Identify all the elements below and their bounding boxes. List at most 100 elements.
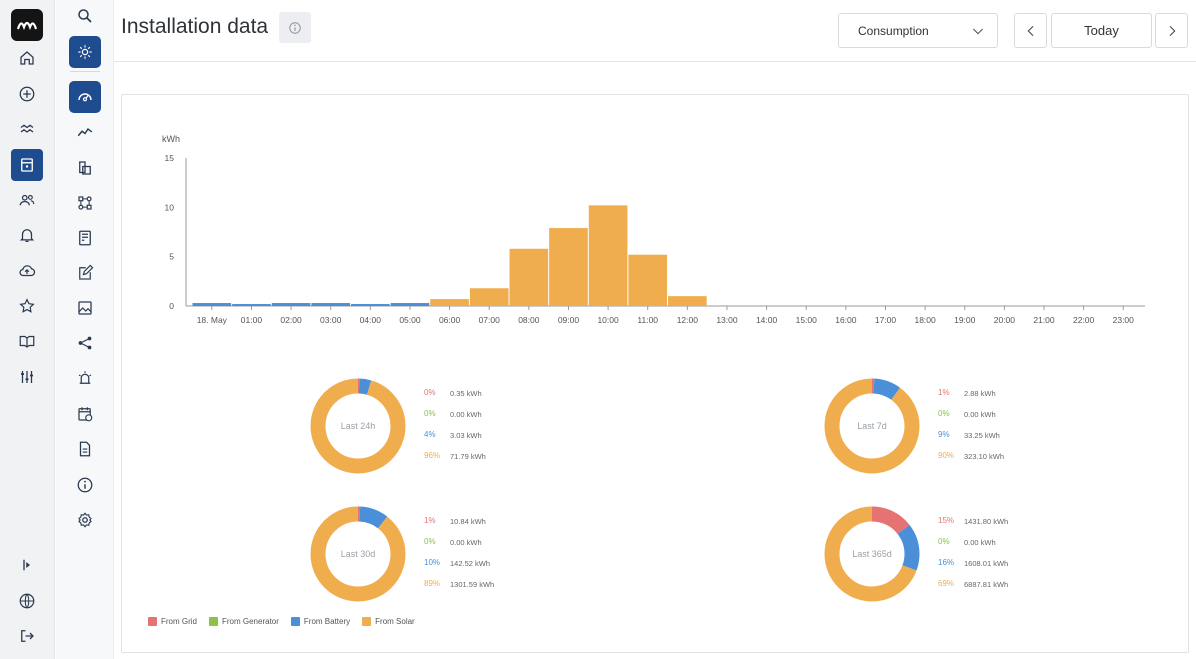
subnav-item-dashboard-gauge[interactable] [69,81,101,113]
donut-center-label: Last 30d [340,549,376,559]
subnav-item-share[interactable] [69,327,101,359]
rail-item-book[interactable] [11,325,43,357]
rail-item-sliders[interactable] [11,361,43,393]
info-button[interactable] [279,12,311,43]
users-icon [19,194,35,206]
subnav-item-edit[interactable] [69,257,101,289]
donut-chart-last-365d [822,504,922,604]
victron-logo[interactable] [11,9,43,41]
document-icon [79,441,91,457]
legend-swatch [362,617,372,626]
energy-value-battery: 1608.01 kWh [964,558,1009,568]
share-percent-grid: 0% [424,388,436,397]
cloud-upload-icon [19,265,36,277]
waves-icon [20,124,34,133]
today-button[interactable]: Today [1051,13,1152,48]
x-tick-label: 23:00 [1113,315,1135,325]
energy-value-battery: 3.03 kWh [450,430,482,440]
x-tick-label: 20:00 [994,315,1016,325]
legend-label: From Grid [161,617,197,626]
bar-from-solar [509,248,549,306]
rail-item-star[interactable] [11,290,43,322]
subnav-item-calendar[interactable] [69,398,101,430]
legend-item-grid[interactable]: From Grid [148,617,197,626]
x-tick-label: 09:00 [558,315,580,325]
share-percent-battery: 9% [938,430,950,439]
energy-value-generator: 0.00 kWh [964,409,996,419]
bar-from-battery [390,303,430,306]
x-tick-label: 06:00 [439,315,461,325]
energy-value-battery: 33.25 kWh [964,430,1000,440]
subnav-item-document[interactable] [69,433,101,465]
data-type-select[interactable]: Consumption [838,13,998,48]
share-percent-battery: 4% [424,430,436,439]
legend-item-battery[interactable]: From Battery [290,617,350,626]
legend-label: From Generator [222,617,279,626]
rail-item-globe[interactable] [11,585,43,617]
rail-item-logout[interactable] [11,620,43,652]
page-title: Installation data [121,15,269,38]
energy-value-solar: 1301.59 kWh [450,579,495,589]
subnav-item-alarm[interactable] [69,362,101,394]
logo-icon [16,21,38,31]
energy-value-battery: 142.52 kWh [450,558,491,568]
donut-chart-last-7d [822,376,922,476]
donut-slice-battery [824,506,920,602]
previous-period-button[interactable] [1014,13,1047,48]
edit-icon [79,264,94,280]
y-axis-label: kWh [162,134,180,144]
share-percent-generator: 0% [938,409,950,418]
next-period-button[interactable] [1155,13,1188,48]
rail-item-bell[interactable] [11,219,43,251]
rail-item-add-circle[interactable] [11,78,43,110]
rail-item-waves[interactable] [11,113,43,145]
donut-slice-solar [824,378,920,474]
share-percent-solar: 96% [424,451,441,460]
bar-from-solar [549,228,588,306]
subnav-item-panel[interactable] [69,222,101,254]
subnav-item-search[interactable] [69,0,101,32]
chevron-right-icon [1169,25,1175,36]
subnav-item-settings[interactable] [69,504,101,536]
subnav-item-sun[interactable] [69,36,101,68]
search-icon [78,9,92,23]
subnav-item-image[interactable] [69,292,101,324]
x-tick-label: 15:00 [796,315,818,325]
legend-item-generator[interactable]: From Generator [209,617,279,626]
divider [70,71,100,72]
rail-item-home[interactable] [11,42,43,74]
network-icon [78,196,92,210]
installation-data-card: kWh 0 5 10 15 18. May 01:00 02:00 03:00 04:00 05:0… [121,94,1189,653]
energy-value-generator: 0.00 kWh [450,409,482,419]
rail-item-installation[interactable] [11,149,43,181]
energy-value-solar: 6887.81 kWh [964,579,1009,589]
rail-item-cloud-upload[interactable] [11,255,43,287]
y-tick-label: 5 [169,252,174,262]
subnav-item-device-list[interactable] [69,152,101,184]
energy-value-grid: 2.88 kWh [964,388,996,398]
add-circle-icon [19,86,35,102]
info-icon [289,21,301,34]
chevron-down-icon [972,28,984,35]
rail-item-users[interactable] [11,184,43,216]
x-tick-label: 12:00 [677,315,699,325]
legend-swatch [148,617,157,626]
x-tick-label: 17:00 [875,315,897,325]
rail-item-expand[interactable] [11,549,43,581]
subnav-item-trend-line[interactable] [69,116,101,148]
x-tick-label: 01:00 [241,315,263,325]
x-tick-label: 10:00 [597,315,619,325]
share-percent-battery: 10% [424,558,441,567]
donut-center-label: Last 24h [340,421,376,431]
donut-slice-solar [310,506,406,602]
info-icon [77,477,93,493]
y-tick-label: 10 [165,202,175,212]
settings-icon [78,512,92,528]
subnav-item-network[interactable] [69,187,101,219]
bell-icon [19,229,35,243]
x-tick-label: 19:00 [954,315,976,325]
star-icon [19,298,35,313]
legend-item-solar[interactable]: From Solar [362,617,415,626]
subnav-item-info[interactable] [69,469,101,501]
x-tick-label: 04:00 [360,315,382,325]
